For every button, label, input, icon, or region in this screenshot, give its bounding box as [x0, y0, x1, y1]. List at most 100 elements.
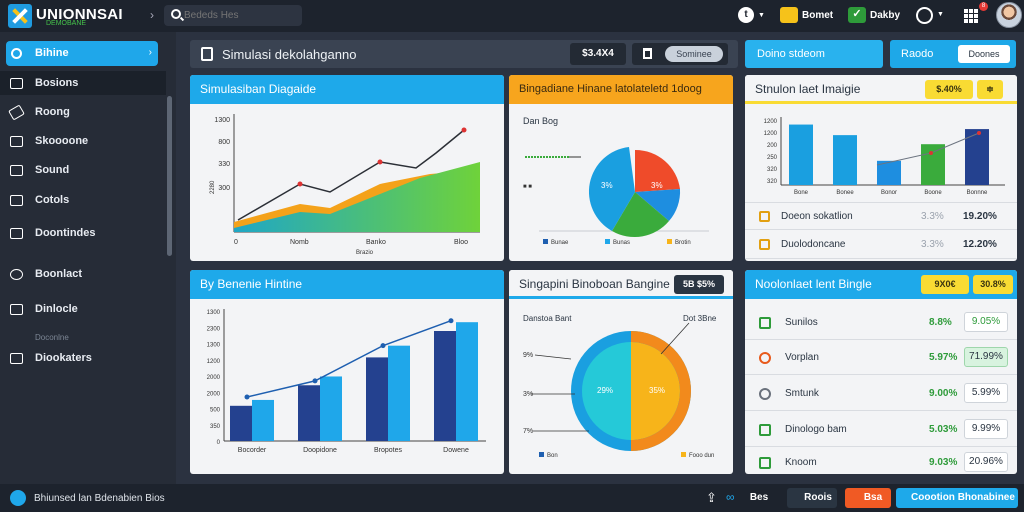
folder-icon	[759, 239, 770, 250]
doino-button[interactable]: Doino stdeom	[745, 40, 883, 68]
list-icon	[10, 77, 23, 89]
value-tag[interactable]: 30.8%	[973, 275, 1013, 294]
list-item-value[interactable]: 71.99%	[964, 347, 1008, 367]
list-item-value[interactable]: 20.96%	[964, 452, 1008, 472]
sidebar-item-bosions[interactable]: Bosions	[0, 71, 166, 95]
pie-chart: ■ ■ 3% 3% Bunae Bunas Brotin	[523, 147, 709, 246]
value-tag[interactable]: 9X0€	[921, 275, 969, 294]
raodo-value[interactable]: Doones	[958, 45, 1010, 63]
main-header: Simulasi dekolahganno $3.4X4 Sominee	[190, 40, 738, 68]
search-input[interactable]	[184, 8, 294, 22]
list-item[interactable]: Sunilos 8.8% 9.05%	[745, 306, 1017, 340]
list-item[interactable]: Vorplan 5.97% 71.99%	[745, 341, 1017, 375]
filter-control[interactable]: Sominee	[632, 43, 728, 65]
list-item-value[interactable]: 5.99%	[964, 383, 1008, 403]
value-tag[interactable]: $.40%	[925, 80, 973, 99]
roois-button[interactable]: Roois	[787, 488, 837, 508]
bar-group	[789, 124, 989, 185]
link-icon[interactable]: ∞	[726, 490, 735, 504]
bomet-button[interactable]: Bomet	[780, 7, 833, 23]
avatar[interactable]	[996, 2, 1022, 28]
y-tick: 2280	[210, 180, 216, 194]
leader-line	[660, 322, 690, 355]
list-item-value[interactable]: 9.99%	[964, 419, 1008, 439]
value-tag[interactable]: 5B $5%	[674, 275, 724, 294]
sidebar-item-cotols[interactable]: Cotols	[0, 188, 170, 212]
panel-title: Singapini Binoboan Bangine 5B $5%	[509, 270, 733, 299]
sidebar-scrollbar[interactable]	[167, 96, 172, 256]
data-point	[448, 318, 454, 324]
chart-label: Dan Bog	[523, 116, 559, 126]
bar	[298, 385, 320, 441]
list-item-pct: 5.03%	[929, 424, 958, 435]
action-button[interactable]: Coootion Bhonabinee	[896, 488, 1018, 508]
user-menu[interactable]: t ▼	[738, 7, 765, 23]
panel-title-text: Stnulon laet Imaigie	[755, 82, 861, 96]
point-group	[244, 318, 454, 400]
leader-line	[534, 354, 572, 360]
logo-icon[interactable]	[8, 4, 32, 28]
legend-swatch	[605, 239, 610, 244]
bar	[921, 144, 945, 185]
list-item[interactable]: Doeon sokatlion 3.3% 19.20%	[745, 202, 1017, 230]
legend-swatch	[543, 239, 548, 244]
area-chart: 1300 800 330 300 2280 0 Nomb Banko Bloo …	[210, 114, 480, 256]
list-item[interactable]: Knoom 9.03% 20.96%	[745, 446, 1017, 474]
globe-caret-icon[interactable]: ▼	[937, 11, 944, 18]
x-tick: Bocorder	[238, 447, 267, 454]
list-item-value[interactable]: 9.05%	[964, 312, 1008, 332]
sidebar-item-doontindes[interactable]: Doontindes	[0, 221, 170, 245]
y-tick: 0	[217, 440, 221, 446]
y-tick: 1300	[214, 117, 230, 124]
bsa-button[interactable]: Bsa	[845, 488, 891, 508]
slice-label: 3%	[651, 181, 663, 190]
list-item-pct: 9.03%	[929, 457, 958, 468]
apps-grid-icon[interactable]	[964, 9, 978, 23]
donut-slice-yellow	[631, 342, 680, 440]
donut-chart-panel: Singapini Binoboan Bangine 5B $5% Dansto…	[509, 270, 733, 474]
sidebar-item-diookaters[interactable]: Diookaters	[0, 346, 170, 370]
sidebar-item-dinlocle[interactable]: Dinlocle	[0, 297, 170, 321]
value-pill[interactable]: $3.4X4	[570, 43, 626, 65]
sidebar-item-skoooone[interactable]: Skoooone	[0, 129, 170, 153]
bar	[230, 405, 252, 441]
raodo-control[interactable]: Raodo Doones	[890, 40, 1016, 68]
y-tick: 800	[218, 139, 230, 146]
data-point	[377, 159, 383, 165]
growth-list-panel: Noolonlaet lent Bingle 9X0€ 30.8% Sunilo…	[745, 270, 1017, 474]
filter-value[interactable]: Sominee	[665, 46, 723, 62]
chevron-right-icon[interactable]: ›	[150, 8, 154, 22]
share-icon[interactable]: ⇪	[706, 490, 717, 505]
sidebar-item-label: Roong	[35, 106, 70, 118]
x-tick: Bone	[794, 190, 809, 196]
legend-label: Bunae	[551, 240, 569, 246]
bes-button[interactable]: Bes	[749, 492, 769, 503]
pie-slice-red	[635, 149, 680, 192]
list-item[interactable]: Dinologo bam 5.03% 9.99%	[745, 413, 1017, 447]
document-icon	[201, 47, 213, 61]
sidebar-item-label: Dinlocle	[35, 303, 78, 315]
sidebar-item-boonlact[interactable]: Boonlact	[0, 262, 170, 286]
dakby-button[interactable]: ✓ Dakby	[848, 7, 900, 23]
trash-icon[interactable]	[643, 48, 652, 59]
check-icon: ✓	[848, 7, 866, 23]
list-item-name: Doeon sokatlion	[781, 211, 853, 222]
sidebar-item-sound[interactable]: Sound	[0, 158, 170, 182]
legend-label: Fooo dun	[689, 453, 714, 459]
dropdown-caret-icon[interactable]: ≑	[977, 80, 1003, 99]
sidebar-item-roong[interactable]: Roong	[0, 100, 170, 124]
legend-label: Bon	[547, 453, 558, 459]
x-tick: Bonor	[881, 190, 897, 196]
y-tick: 2000	[207, 375, 221, 381]
list-item[interactable]: Duolodoncane 3.3% 12.20%	[745, 231, 1017, 259]
globe-icon[interactable]	[916, 7, 933, 24]
search-box[interactable]	[164, 5, 302, 26]
sidebar-item-active[interactable]: Bihine ›	[6, 41, 158, 66]
list-item[interactable]: Smtunk 9.00% 5.99%	[745, 377, 1017, 411]
donut-ring-orange	[631, 331, 691, 451]
data-point	[929, 151, 933, 155]
bottom-bar: Bhiunsed lan Bdenabien Bios ⇪ ∞ Bes Rooi…	[0, 484, 1024, 512]
pencil-icon[interactable]	[10, 490, 26, 506]
bar	[252, 399, 274, 441]
list-item-pct: 5.97%	[929, 352, 958, 363]
